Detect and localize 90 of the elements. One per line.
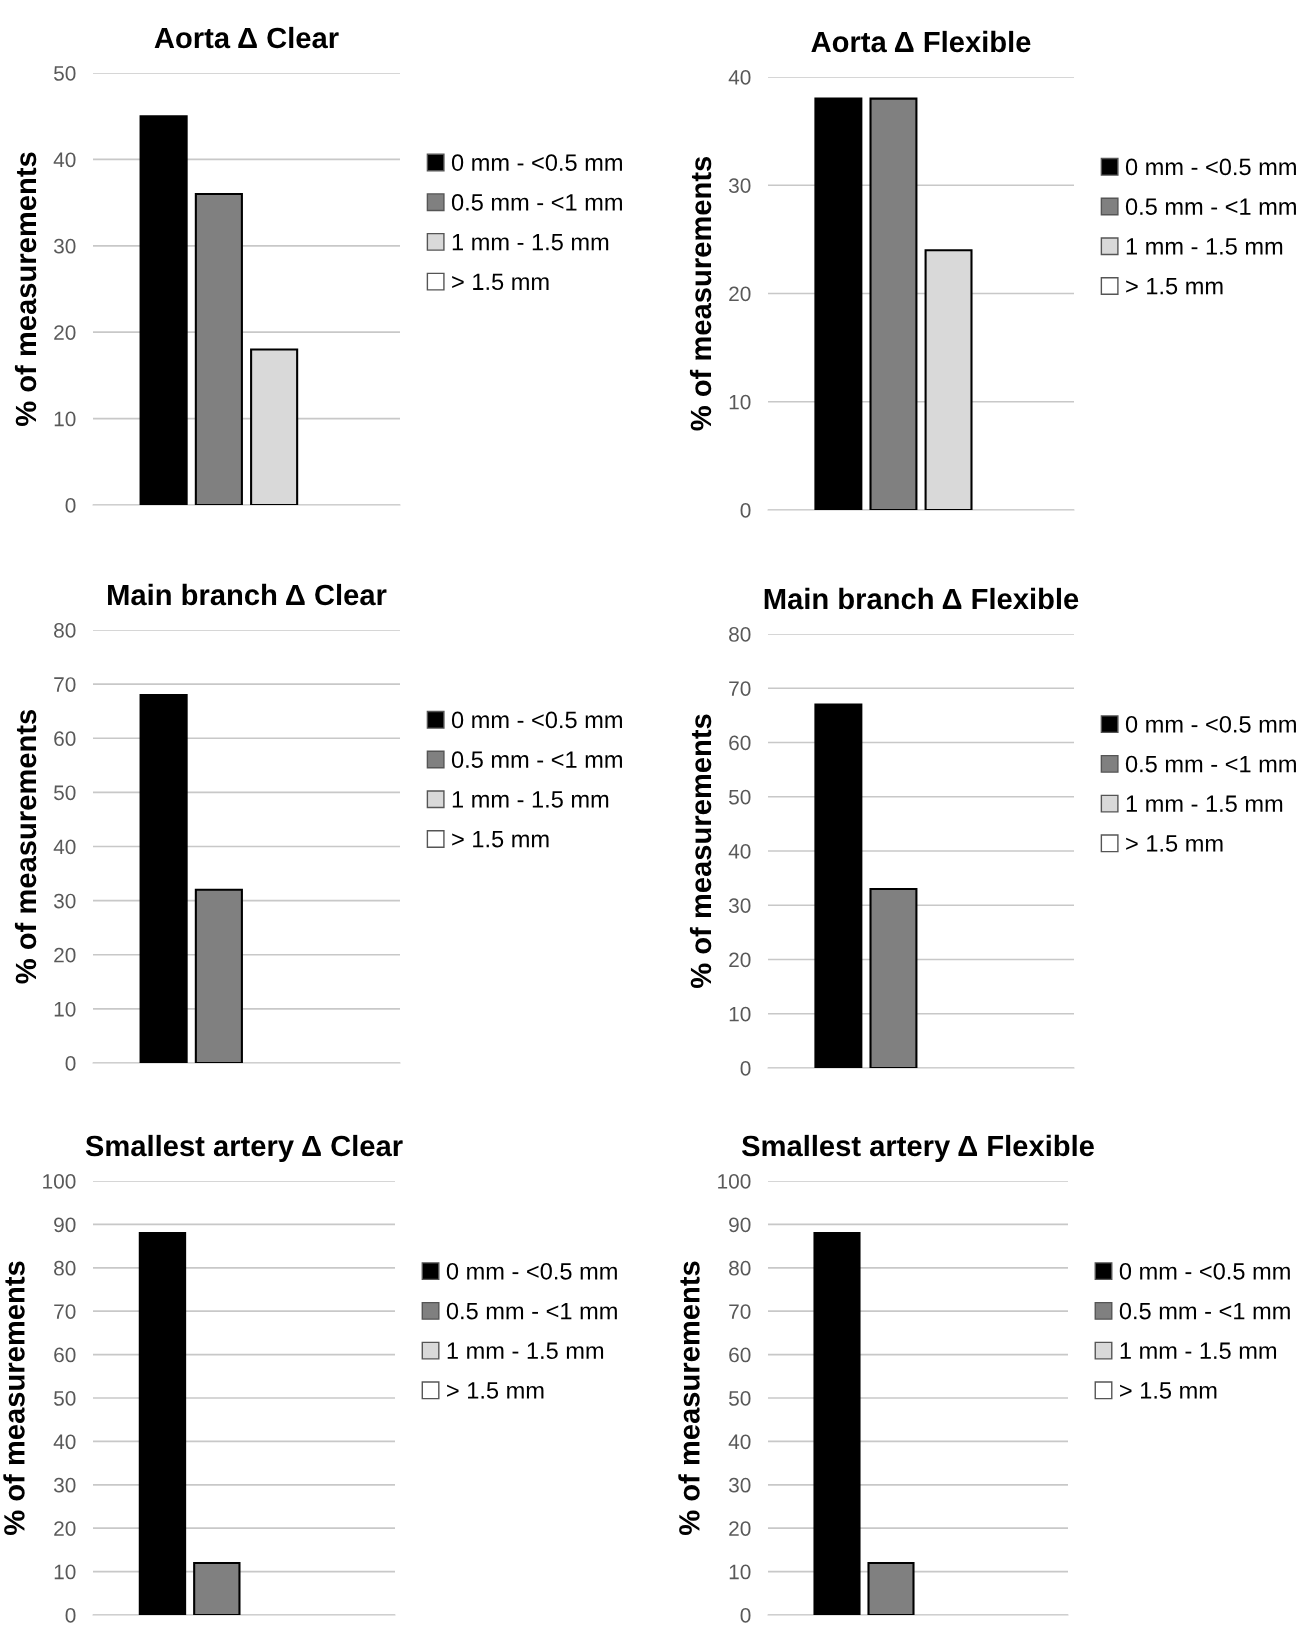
- y-axis-title: % of measurements: [689, 156, 712, 431]
- legend-label: 0.5 mm - <1 mm: [451, 751, 622, 769]
- y-tick-label: 40: [728, 70, 751, 85]
- chart-title: Aorta Δ Clear: [154, 26, 339, 49]
- y-tick-label: 0: [65, 1608, 76, 1623]
- y-tick-label: 20: [54, 1521, 76, 1536]
- y-tick-label: 10: [729, 394, 751, 410]
- chart-title: Aorta Δ Flexible: [811, 30, 1031, 53]
- y-tick-label: 30: [728, 178, 751, 193]
- y-tick-label: 10: [54, 1564, 76, 1580]
- y-tick-label: 20: [729, 1521, 751, 1536]
- y-tick-label: 40: [53, 1434, 76, 1450]
- y-tick-label: 30: [728, 898, 751, 913]
- y-tick-label: 60: [54, 731, 76, 746]
- legend-label: > 1.5 mm: [452, 273, 549, 291]
- legend-label: > 1.5 mm: [447, 1382, 544, 1399]
- y-tick-label: 100: [43, 1174, 76, 1189]
- y-tick-label: 90: [729, 1217, 751, 1233]
- y-tick-label: 0: [740, 1608, 751, 1623]
- y-tick-label: 80: [54, 623, 76, 638]
- legend-label: 1 mm - 1.5 mm: [1126, 795, 1283, 813]
- bar: [139, 115, 188, 505]
- y-tick-label: 30: [53, 893, 76, 909]
- y-axis-title: % of measurements: [678, 1261, 700, 1536]
- y-tick-label: 10: [729, 1564, 751, 1580]
- y-tick-label: 50: [729, 1391, 751, 1406]
- legend-label: > 1.5 mm: [1120, 1382, 1217, 1399]
- bar: [250, 348, 299, 505]
- y-tick-label: 40: [53, 839, 76, 855]
- y-tick-label: 50: [54, 66, 76, 81]
- y-tick-label: 40: [728, 1434, 751, 1450]
- chart-title: Smallest artery Δ Flexible: [741, 1134, 1094, 1163]
- y-axis-title: % of measurements: [3, 1261, 25, 1536]
- chart-title: Main branch Δ Flexible: [764, 587, 1079, 610]
- y-tick-label: 20: [729, 952, 751, 968]
- legend-label: 1 mm - 1.5 mm: [447, 1342, 604, 1360]
- legend-label: 0 mm - <0.5 mm: [451, 711, 622, 729]
- legend-label: 1 mm - 1.5 mm: [452, 233, 609, 251]
- chart-title: Smallest artery Δ Clear: [85, 1134, 403, 1163]
- y-tick-label: 30: [53, 238, 76, 254]
- y-tick-label: 70: [729, 1304, 751, 1319]
- y-axis-title: % of measurements: [689, 714, 712, 989]
- legend-label: 1 mm - 1.5 mm: [1120, 1342, 1277, 1360]
- y-tick-label: 20: [729, 286, 751, 302]
- y-tick-label: 60: [729, 1347, 751, 1363]
- y-tick-label: 70: [54, 677, 76, 692]
- y-tick-label: 80: [54, 1260, 76, 1276]
- y-tick-label: 10: [729, 1006, 751, 1022]
- y-tick-label: 0: [740, 503, 751, 518]
- y-tick-label: 60: [54, 1347, 76, 1363]
- y-tick-label: 50: [729, 789, 751, 805]
- legend-label: 0 mm - <0.5 mm: [451, 154, 622, 171]
- legend-label: 0 mm - <0.5 mm: [446, 1262, 617, 1280]
- y-tick-label: 40: [53, 152, 76, 168]
- y-tick-label: 20: [54, 947, 76, 963]
- legend-label: > 1.5 mm: [1126, 835, 1223, 852]
- y-tick-label: 50: [54, 785, 76, 801]
- legend-label: 1 mm - 1.5 mm: [1126, 238, 1283, 255]
- legend-label: 1 mm - 1.5 mm: [452, 791, 609, 808]
- y-tick-label: 80: [729, 1260, 751, 1276]
- y-tick-label: 90: [54, 1217, 76, 1233]
- legend-label: 0.5 mm - <1 mm: [446, 1302, 617, 1320]
- y-tick-label: 0: [740, 1061, 751, 1076]
- y-tick-label: 10: [54, 1001, 76, 1017]
- legend-label: 0 mm - <0.5 mm: [1119, 1262, 1290, 1280]
- y-tick-label: 20: [54, 325, 76, 340]
- y-tick-label: 30: [53, 1477, 76, 1493]
- y-tick-label: 100: [718, 1174, 751, 1189]
- y-tick-label: 70: [729, 681, 751, 696]
- legend-label: 0 mm - <0.5 mm: [1125, 158, 1296, 176]
- y-tick-label: 0: [65, 498, 76, 513]
- y-tick-label: 50: [54, 1391, 76, 1406]
- y-tick-label: 0: [65, 1056, 76, 1071]
- legend-label: 0 mm - <0.5 mm: [1125, 715, 1296, 733]
- y-tick-label: 10: [54, 411, 76, 427]
- y-tick-label: 70: [54, 1304, 76, 1319]
- chart-title: Main branch Δ Clear: [108, 583, 387, 606]
- y-tick-label: 80: [729, 627, 751, 642]
- legend-label: 0.5 mm - <1 mm: [1119, 1302, 1290, 1320]
- legend-label: 0.5 mm - <1 mm: [1125, 755, 1296, 773]
- legend-label: 0.5 mm - <1 mm: [451, 193, 622, 211]
- legend-label: 0.5 mm - <1 mm: [1125, 198, 1296, 216]
- y-axis-title: % of measurements: [14, 709, 37, 984]
- y-tick-label: 60: [729, 735, 751, 751]
- y-axis-title: % of measurements: [14, 152, 37, 427]
- bar: [194, 192, 243, 505]
- y-tick-label: 40: [728, 844, 751, 859]
- legend-label: > 1.5 mm: [452, 830, 549, 848]
- y-tick-label: 30: [728, 1477, 751, 1493]
- legend-label: > 1.5 mm: [1126, 277, 1223, 295]
